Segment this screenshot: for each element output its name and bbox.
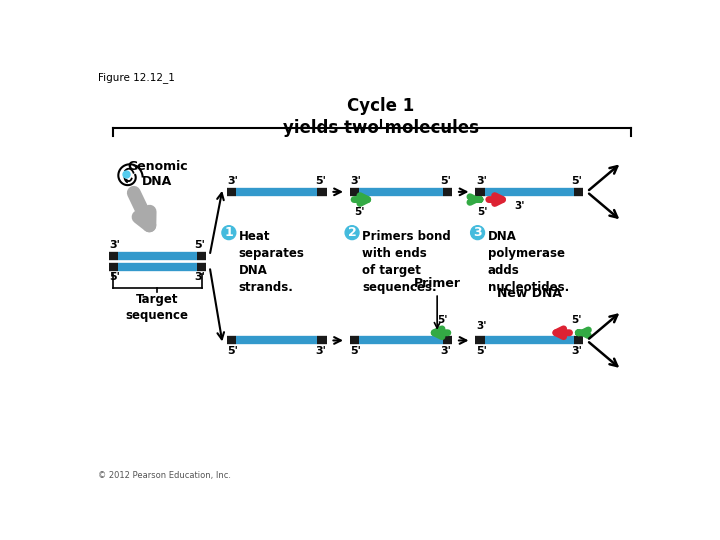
Circle shape bbox=[222, 226, 235, 240]
Text: 3': 3' bbox=[194, 272, 205, 282]
Text: 3': 3' bbox=[351, 176, 361, 186]
Text: Genomic
DNA: Genomic DNA bbox=[127, 159, 188, 187]
Text: 5': 5' bbox=[315, 176, 326, 186]
Text: 3': 3' bbox=[476, 176, 487, 186]
Text: 5': 5' bbox=[477, 207, 487, 217]
Text: 5': 5' bbox=[354, 207, 365, 217]
Text: Target
sequence: Target sequence bbox=[126, 294, 189, 322]
Text: Primer: Primer bbox=[414, 278, 461, 328]
Text: 5': 5' bbox=[109, 272, 120, 282]
Text: Heat
separates
DNA
strands.: Heat separates DNA strands. bbox=[239, 231, 305, 294]
Text: Cycle 1
yields two molecules: Cycle 1 yields two molecules bbox=[282, 97, 479, 137]
Text: New DNA: New DNA bbox=[497, 287, 562, 300]
Text: 5': 5' bbox=[441, 176, 451, 186]
Text: 5': 5' bbox=[572, 176, 582, 186]
Text: 5': 5' bbox=[437, 315, 448, 325]
Text: Figure 12.12_1: Figure 12.12_1 bbox=[98, 72, 175, 83]
Text: 5': 5' bbox=[476, 346, 487, 356]
Text: 1: 1 bbox=[225, 226, 233, 239]
Text: 2: 2 bbox=[348, 226, 356, 239]
Text: 3': 3' bbox=[441, 346, 451, 356]
Text: 3': 3' bbox=[477, 321, 487, 331]
Text: 5': 5' bbox=[228, 346, 238, 356]
Circle shape bbox=[471, 226, 485, 240]
Text: 5': 5' bbox=[351, 346, 361, 356]
Text: 3': 3' bbox=[315, 346, 326, 356]
Text: 3': 3' bbox=[109, 240, 120, 249]
Text: 3': 3' bbox=[228, 176, 238, 186]
Text: 3': 3' bbox=[515, 201, 525, 211]
Text: 3': 3' bbox=[572, 346, 582, 356]
Text: Primers bond
with ends
of target
sequences.: Primers bond with ends of target sequenc… bbox=[362, 231, 451, 294]
Text: 3: 3 bbox=[473, 226, 482, 239]
Circle shape bbox=[345, 226, 359, 240]
Text: © 2012 Pearson Education, Inc.: © 2012 Pearson Education, Inc. bbox=[98, 471, 231, 481]
Text: DNA
polymerase
adds
nucleotides.: DNA polymerase adds nucleotides. bbox=[487, 231, 569, 294]
Text: 5': 5' bbox=[571, 315, 582, 325]
Text: 5': 5' bbox=[194, 240, 205, 249]
